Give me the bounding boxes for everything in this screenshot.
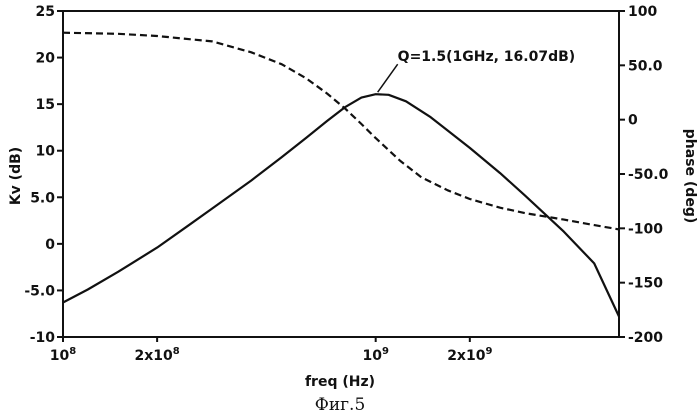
x-axis-ticks: 108 2x108 109 2x109 <box>50 337 493 364</box>
x-tick-label: 2x108 <box>135 346 180 364</box>
left-tick-label: 15 <box>36 97 55 113</box>
right-tick-label: 50.0 <box>628 58 663 74</box>
left-tick-label: 20 <box>36 51 56 67</box>
left-tick-label: 25 <box>36 4 55 20</box>
annotation-layer: Q=1.5(1GHz, 16.07dB) <box>378 49 576 92</box>
right-tick-label: -150 <box>628 276 663 292</box>
left-tick-label: 5.0 <box>30 190 55 206</box>
x-tick-label: 108 <box>50 346 76 364</box>
right-tick-label: -200 <box>628 330 663 346</box>
left-tick-label: 10 <box>36 144 56 160</box>
x-tick-label: 109 <box>362 346 388 364</box>
right-axis-ticks: 100 50.0 0 -50.0 -100 -150 -200 <box>619 4 669 346</box>
left-tick-label: -5.0 <box>24 283 55 299</box>
right-tick-label: 100 <box>628 4 657 20</box>
x-tick-label: 2x109 <box>447 346 492 364</box>
annotation-label: Q=1.5(1GHz, 16.07dB) <box>398 49 576 65</box>
left-tick-label: -10 <box>30 330 56 346</box>
left-axis-title: Kv (dB) <box>8 147 24 205</box>
right-tick-label: 0 <box>628 113 638 129</box>
left-axis-ticks: 25 20 15 10 5.0 0 -5.0 -10 <box>24 4 63 346</box>
annotation-leader-line <box>378 64 398 92</box>
x-axis-title: freq (Hz) <box>305 374 375 390</box>
right-tick-label: -50.0 <box>628 167 669 183</box>
left-tick-label: 0 <box>45 237 55 253</box>
right-tick-label: -100 <box>628 221 663 237</box>
right-axis-title: phase (deg) <box>682 129 698 223</box>
kv-solid-line <box>63 94 619 316</box>
figure-caption: Фиг.5 <box>315 395 366 415</box>
series-layer <box>63 33 619 317</box>
